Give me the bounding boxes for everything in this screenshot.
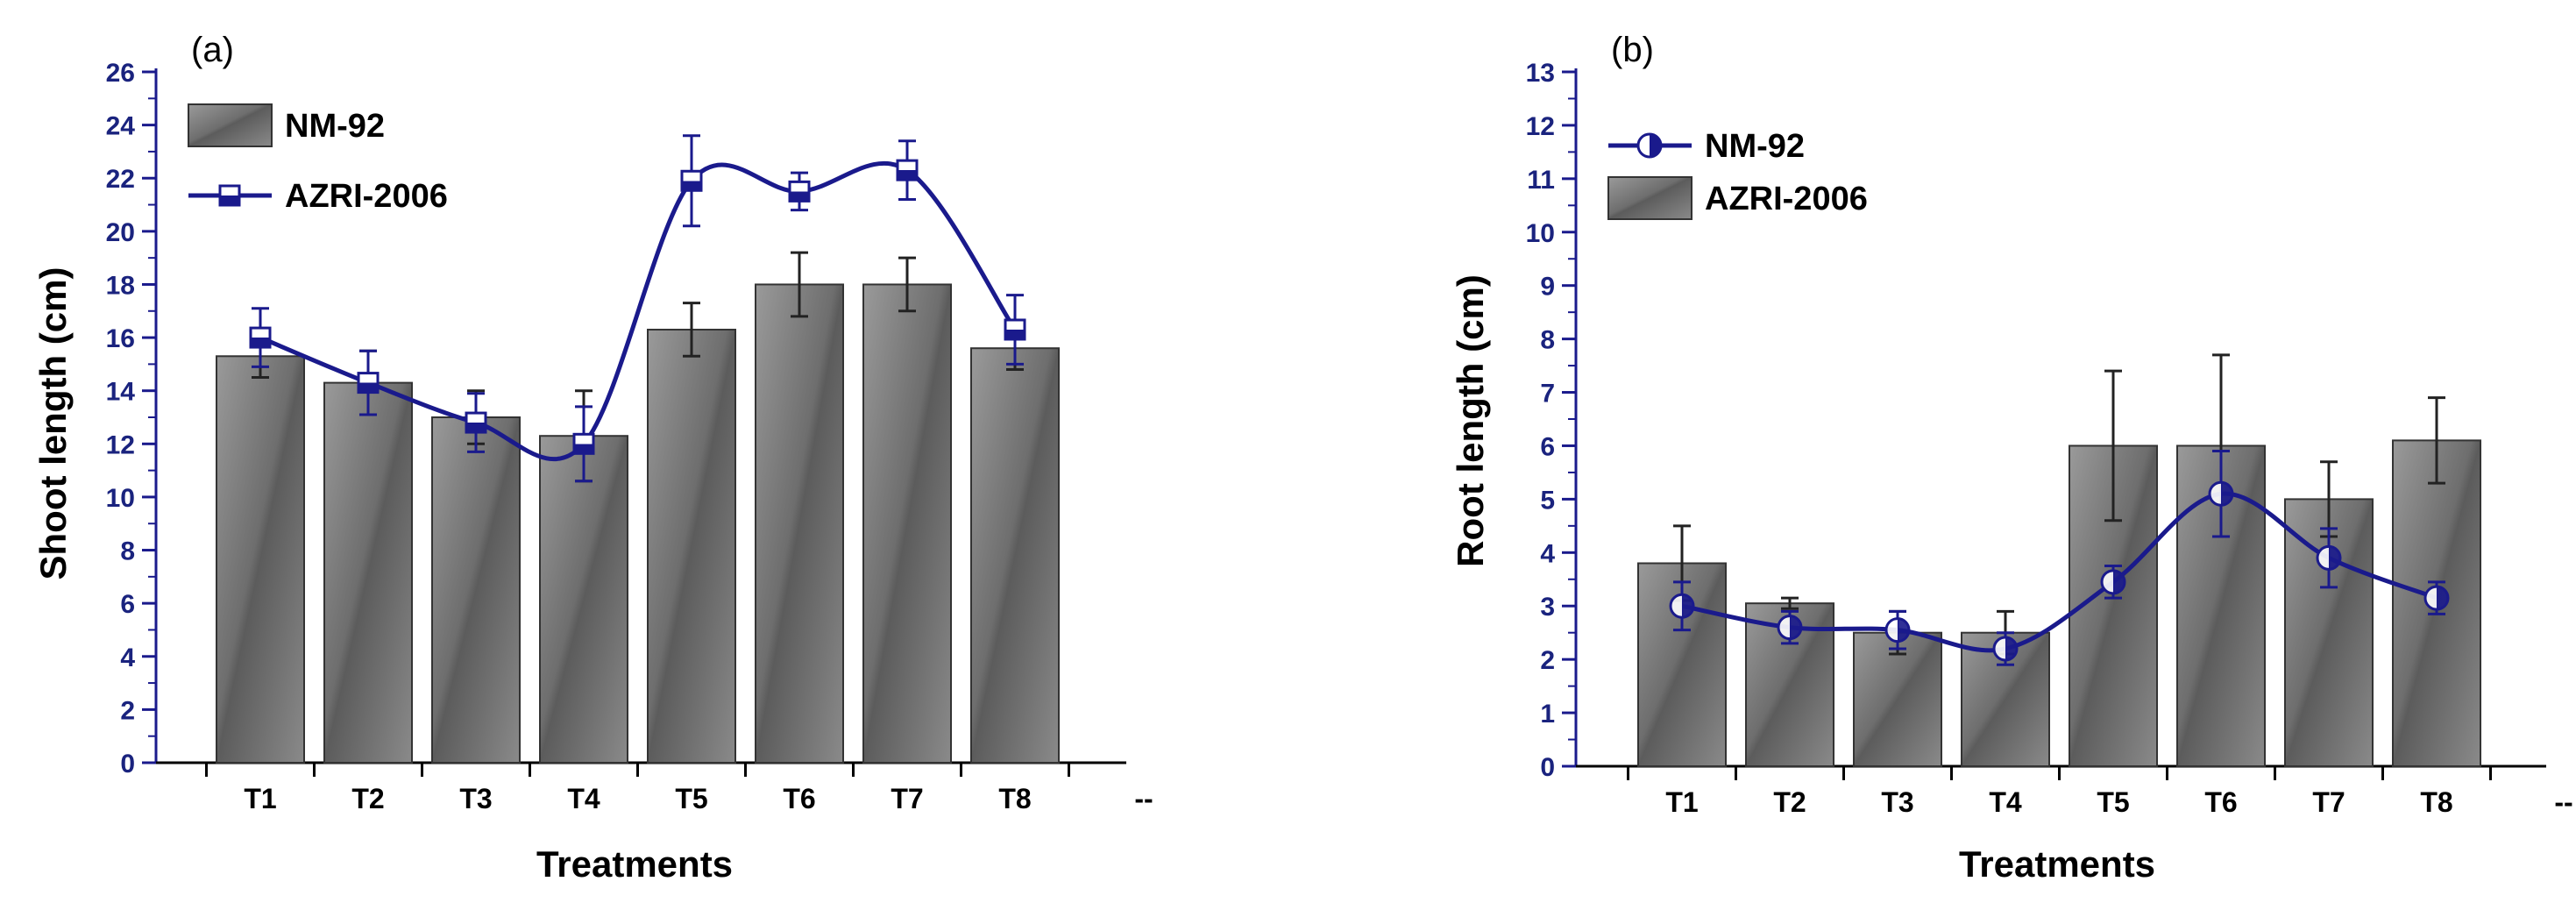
y-tick-label-b: 4: [1540, 539, 1555, 568]
x-tick-label-b: T7: [2312, 786, 2345, 818]
legend-label-a: NM-92: [285, 108, 385, 145]
y-tick-label-a: 18: [106, 271, 135, 300]
x-tick-label-a: T1: [244, 783, 276, 814]
x-tick-label-a: T7: [891, 783, 923, 814]
y-tick-label-a: 0: [120, 750, 135, 778]
bar-a-T6: [755, 283, 844, 764]
bar-a-T3: [431, 416, 521, 764]
y-tick-label-b: 8: [1540, 326, 1555, 355]
x-axis-title-a: Treatments: [536, 843, 733, 885]
line-point-b: [1669, 593, 1695, 619]
y-tick-label-a: 4: [120, 643, 135, 672]
y-tick-label-a: 22: [106, 165, 135, 194]
y-tick-label-a: 12: [106, 430, 135, 459]
x-tick-label-b: T6: [2204, 786, 2237, 818]
y-tick-label-b: 9: [1540, 273, 1555, 302]
y-tick-label-b: 3: [1540, 593, 1555, 622]
bar-a-T8: [970, 347, 1060, 764]
legend-swatch-bar-b: [1607, 176, 1692, 220]
line-series-b: [1669, 450, 2450, 666]
x-tick-label-a: --: [1134, 783, 1153, 814]
panel-a: (a) Shoot length (cm) Treatments 0246810…: [32, 31, 1153, 885]
legend-swatch-bar-a: [188, 103, 273, 147]
bar-a-T5: [647, 328, 736, 764]
y-tick-label-a: 16: [106, 324, 135, 353]
line-point-b: [1777, 615, 1803, 641]
x-tick-label-a: T5: [675, 783, 707, 814]
legend-label-b: AZRI-2006: [1705, 181, 1868, 217]
line-point-a: [357, 372, 380, 395]
legend-marker-a: [218, 184, 241, 207]
y-tick-label-a: 24: [106, 112, 136, 141]
x-tick-label-b: T4: [1989, 786, 2022, 818]
y-tick-label-a: 6: [120, 590, 135, 619]
x-tick-label-b: T2: [1773, 786, 1806, 818]
x-tick-label-b: T8: [2420, 786, 2452, 818]
legend-label-b: NM-92: [1705, 128, 1805, 165]
bars-a: [216, 251, 1060, 764]
y-tick-label-a: 2: [120, 696, 135, 725]
bars-b: [1637, 353, 2481, 768]
y-tick-label-b: 6: [1540, 432, 1555, 461]
y-tick-label-a: 20: [106, 218, 135, 247]
y-axis-title-a: Shoot length (cm): [32, 267, 74, 580]
line-point-a: [1004, 318, 1026, 341]
x-tick-label-a: T6: [783, 783, 815, 814]
x-tick-label-b: T1: [1665, 786, 1698, 818]
x-tick-label-a: T2: [351, 783, 384, 814]
x-tick-label-b: T5: [2097, 786, 2129, 818]
bar-a-T7: [862, 283, 952, 764]
y-tick-label-b: 5: [1540, 486, 1555, 515]
y-tick-label-a: 10: [106, 484, 135, 513]
y-tick-label-b: 12: [1526, 112, 1555, 141]
x-tick-label-a: T3: [459, 783, 492, 814]
line-point-a: [896, 159, 919, 181]
line-point-b: [2208, 480, 2234, 507]
x-tick-label-b: --: [2554, 786, 2572, 818]
legend-b: NM-92 AZRI-2006: [1607, 128, 1868, 220]
line-point-a: [680, 169, 703, 192]
panel-label-b: (b): [1611, 31, 1654, 69]
y-tick-label-b: 1: [1540, 700, 1555, 729]
y-tick-label-b: 0: [1540, 753, 1555, 782]
y-tick-label-b: 10: [1526, 219, 1555, 248]
line-point-b: [1992, 636, 2019, 662]
line-point-a: [465, 411, 487, 434]
y-tick-label-b: 11: [1527, 166, 1555, 195]
panel-b: (b) Root length (cm) Treatments 01234567…: [1450, 31, 2573, 885]
legend-a: NM-92 AZRI-2006: [188, 103, 448, 215]
panel-label-a: (a): [191, 31, 234, 69]
legend-label-a: AZRI-2006: [285, 178, 448, 215]
y-tick-label-a: 8: [120, 537, 135, 566]
line-point-b: [2423, 585, 2450, 611]
bar-a-T1: [216, 355, 305, 764]
line-point-a: [788, 180, 811, 203]
bar-a-T2: [323, 381, 413, 764]
legend-marker-b: [1636, 132, 1663, 159]
x-tick-label-a: T8: [998, 783, 1031, 814]
line-point-b: [1884, 617, 1911, 643]
line-point-a: [572, 432, 595, 455]
line-point-b: [2100, 569, 2126, 595]
y-tick-label-a: 14: [106, 378, 136, 407]
line-point-a: [249, 326, 272, 349]
x-axis-title-b: Treatments: [1959, 843, 2155, 885]
line-point-b: [2316, 544, 2342, 571]
y-axis-title-b: Root length (cm): [1450, 274, 1491, 567]
y-tick-label-b: 2: [1540, 646, 1555, 675]
y-tick-label-a: 26: [106, 59, 135, 88]
y-tick-label-b: 13: [1526, 59, 1555, 88]
x-tick-label-a: T4: [567, 783, 600, 814]
y-tick-label-b: 7: [1540, 380, 1555, 409]
series-line-b: [1681, 491, 2438, 653]
bar-a-T4: [539, 435, 628, 764]
x-tick-label-b: T3: [1881, 786, 1913, 818]
line-series-a: [249, 134, 1026, 483]
